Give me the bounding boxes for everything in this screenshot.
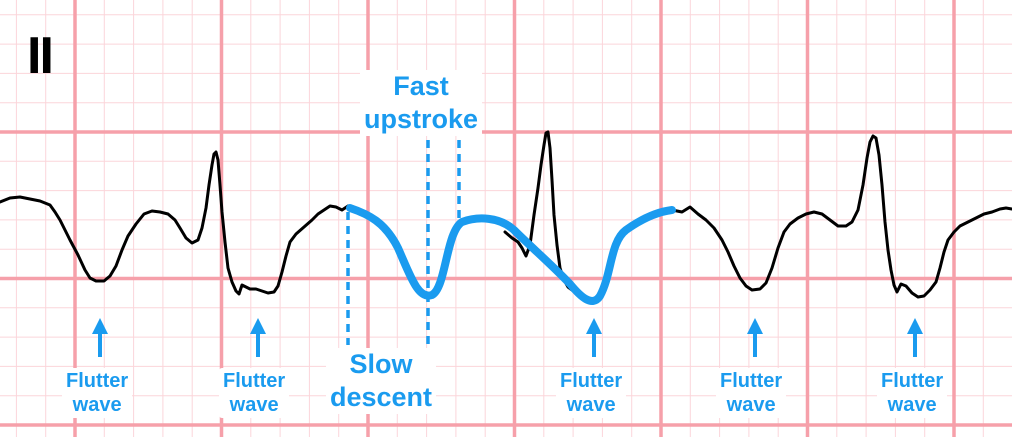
arrow-up-icon: [250, 318, 266, 334]
lead-label: II: [27, 27, 54, 85]
slow-descent-label: Slow descent: [326, 348, 437, 414]
flutter-label-line-1: Flutter: [66, 370, 129, 392]
ecg-trace-right: [670, 134, 1012, 299]
flutter-wave-label-5: Flutter wave: [877, 368, 948, 418]
arrow-up-icon: [747, 318, 763, 334]
flutter-wave-label-1: Flutter wave: [62, 368, 133, 418]
flutter-label-line-2: wave: [887, 394, 937, 416]
slow-descent-line-1: Slow: [349, 349, 413, 379]
flutter-label-line-1: Flutter: [223, 370, 286, 392]
highlighted-complex: [346, 204, 676, 305]
fast-upstroke-line-1: Fast: [393, 71, 449, 101]
flutter-label-line-1: Flutter: [720, 370, 783, 392]
arrow-up-icon: [92, 318, 108, 334]
flutter-label-line-1: Flutter: [881, 370, 944, 392]
slow-descent-line-2: descent: [330, 381, 433, 412]
annotation-markers: [92, 140, 923, 357]
flutter-wave-label-2: Flutter wave: [219, 368, 290, 418]
flutter-label-line-2: wave: [229, 394, 279, 416]
fast-upstroke-label: Fast upstroke: [360, 70, 483, 136]
flutter-label-line-1: Flutter: [560, 370, 623, 392]
flutter-wave-label-3: Flutter wave: [556, 368, 627, 418]
ecg-trace: [0, 150, 350, 296]
fast-upstroke-line-2: upstroke: [364, 103, 479, 134]
arrow-up-icon: [586, 318, 602, 334]
ecg-trace-mid: [503, 130, 574, 292]
flutter-label-line-2: wave: [726, 394, 776, 416]
flutter-label-line-2: wave: [566, 394, 616, 416]
flutter-wave-label-4: Flutter wave: [716, 368, 787, 418]
arrow-up-icon: [907, 318, 923, 334]
flutter-label-line-2: wave: [72, 394, 122, 416]
